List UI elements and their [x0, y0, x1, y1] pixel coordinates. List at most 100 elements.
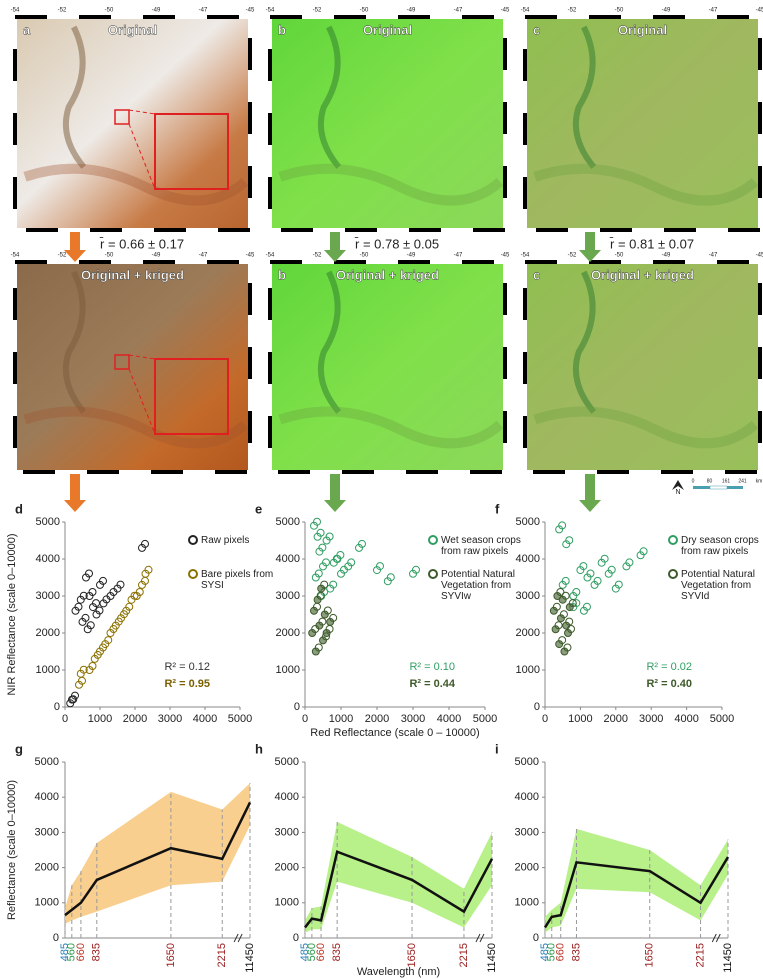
map-title: Original + kriged	[81, 267, 184, 282]
y-tick-label: 5000	[516, 516, 540, 528]
y-tick-label: 3000	[516, 590, 540, 602]
lon-label: -45	[246, 253, 255, 259]
lon-label: -54	[521, 8, 530, 14]
r2-annotation: R² = 0.95	[164, 678, 210, 690]
x-tick-label: 1650	[165, 943, 177, 967]
x-tick-label: 2215	[694, 943, 706, 967]
r2-annotation: R² = 0.40	[646, 678, 692, 690]
r2-annotation: R² = 0.12	[164, 661, 210, 673]
x-tick-label: 835	[91, 943, 103, 961]
y-tick-label: 2000	[516, 627, 540, 639]
lon-label: -45	[756, 253, 763, 259]
y-tick-label: 0	[53, 932, 59, 944]
y-tick-label: 5000	[515, 756, 539, 768]
correlation: r̄ = 0.66 ± 0.17	[100, 236, 185, 251]
x-tick-label: 835	[570, 943, 582, 961]
lon-label: -45	[756, 8, 763, 14]
lon-label: -47	[709, 8, 718, 14]
lon-label: -52	[568, 8, 577, 14]
map-title: Original	[363, 22, 412, 37]
lon-label: -54	[11, 8, 20, 14]
x-tick-label: 835	[331, 943, 343, 961]
correlation: r̄ = 0.78 ± 0.05	[355, 236, 440, 251]
panel-letter: f	[495, 501, 500, 516]
x-tick-label: 1000	[88, 713, 112, 725]
lon-label: -45	[501, 8, 510, 14]
legend-label: Dry season cropsfrom raw pixels	[681, 535, 759, 557]
y-tick-label: 3000	[36, 590, 60, 602]
lon-label: -49	[662, 253, 671, 259]
y-tick-label: 2000	[275, 862, 299, 874]
x-tick-label: 1650	[406, 943, 418, 967]
scale-label: 161	[722, 478, 731, 484]
y-tick-label: 1000	[515, 897, 539, 909]
y-tick-label: 0	[54, 701, 60, 713]
y-tick-label: 0	[534, 701, 540, 713]
legend-label: Bare pixels fromSYSI	[201, 569, 273, 591]
y-tick-label: 5000	[276, 516, 300, 528]
lon-label: -47	[199, 8, 208, 14]
y-tick-label: 2000	[515, 862, 539, 874]
legend-marker	[429, 536, 437, 544]
scale-label: 0	[692, 478, 695, 484]
lon-label: -50	[360, 253, 369, 259]
y-tick-label: 3000	[35, 826, 59, 838]
figure: Originala-54-52-50-49-47-45Originalb-54-…	[0, 0, 763, 979]
x-tick-label: 0	[62, 713, 68, 725]
panel-letter: b	[278, 22, 286, 37]
lon-label: -50	[615, 8, 624, 14]
x-tick-label: 2215	[458, 943, 470, 967]
x-tick-label: 2000	[365, 713, 389, 725]
arrow	[64, 474, 86, 512]
lon-label: -49	[662, 8, 671, 14]
panel-letter: d	[15, 501, 23, 516]
arrow	[324, 232, 346, 262]
y-tick-label: 3000	[515, 826, 539, 838]
arrow	[579, 232, 601, 262]
lon-label: -47	[199, 253, 208, 259]
y-tick-label: 1000	[35, 897, 59, 909]
y-tick-label: 5000	[36, 516, 60, 528]
y-tick-label: 4000	[516, 553, 540, 565]
correlation: r̄ = 0.81 ± 0.07	[610, 236, 695, 251]
lon-label: -47	[709, 253, 718, 259]
lon-label: -47	[454, 8, 463, 14]
y-tick-label: 1000	[275, 897, 299, 909]
x-tick-label: 2000	[604, 713, 628, 725]
legend-marker	[189, 570, 197, 578]
lon-label: -49	[152, 8, 161, 14]
y-tick-label: 0	[533, 932, 539, 944]
x-tick-label: 4000	[437, 713, 461, 725]
arrow	[324, 474, 346, 512]
panel-letter: g	[15, 741, 23, 756]
scale-label: 80	[707, 478, 713, 484]
x-tick-label: 4000	[193, 713, 217, 725]
x-tick-label: 5000	[710, 713, 734, 725]
x-tick-label: 4000	[674, 713, 698, 725]
x-tick-label: 660	[75, 943, 87, 961]
x-tick-label: 11450	[486, 943, 498, 973]
scale-label: 241	[738, 478, 747, 484]
panel-letter: c	[533, 267, 540, 282]
y-axis-title: Reflectance (scale 0–10000)	[6, 780, 18, 920]
y-tick-label: 4000	[275, 791, 299, 803]
r2-annotation: R² = 0.44	[409, 678, 455, 690]
range-band	[545, 829, 728, 933]
lon-label: -45	[246, 8, 255, 14]
y-tick-label: 4000	[276, 553, 300, 565]
y-tick-label: 2000	[36, 627, 60, 639]
x-tick-label: 1650	[644, 943, 656, 967]
y-tick-label: 2000	[276, 627, 300, 639]
y-tick-label: 0	[294, 701, 300, 713]
lon-label: -50	[105, 8, 114, 14]
r2-annotation: R² = 0.02	[646, 661, 692, 673]
y-tick-label: 0	[293, 932, 299, 944]
lon-label: -50	[615, 253, 624, 259]
r2-annotation: R² = 0.10	[409, 661, 455, 673]
x-tick-label: 11450	[244, 943, 256, 973]
lon-label: -47	[454, 253, 463, 259]
panel-letter: e	[255, 501, 262, 516]
